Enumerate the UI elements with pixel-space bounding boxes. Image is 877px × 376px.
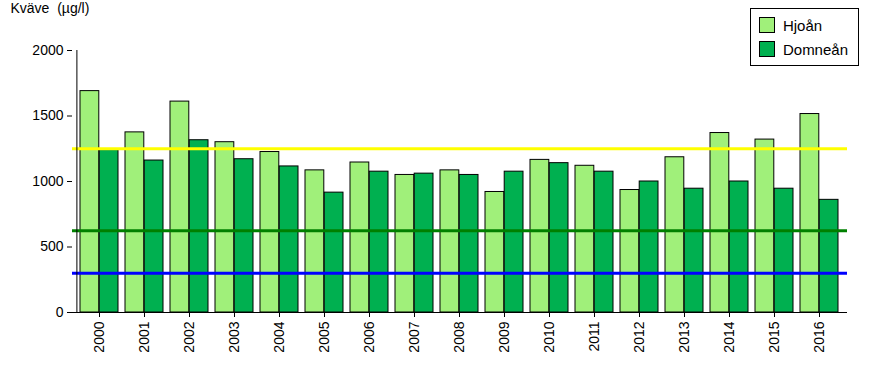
svg-text:2013: 2013: [676, 321, 692, 352]
svg-text:1500: 1500: [32, 107, 63, 123]
svg-text:Kväve (µg/l): Kväve (µg/l): [11, 0, 90, 16]
svg-text:2006: 2006: [361, 321, 377, 352]
svg-text:2003: 2003: [226, 321, 242, 352]
svg-text:2007: 2007: [406, 321, 422, 352]
svg-text:2014: 2014: [721, 321, 737, 352]
svg-text:2001: 2001: [136, 321, 152, 352]
svg-text:1000: 1000: [32, 173, 63, 189]
svg-text:2000: 2000: [91, 321, 107, 352]
svg-text:2012: 2012: [631, 321, 647, 352]
svg-text:2004: 2004: [271, 321, 287, 352]
html-text:Domneån: Domneån: [783, 40, 848, 58]
svg-text:2005: 2005: [316, 321, 332, 352]
html-text:Hjoån: Hjoån: [783, 16, 823, 34]
svg-text:2015: 2015: [766, 321, 782, 352]
svg-text:2016: 2016: [811, 321, 827, 352]
svg-text:0: 0: [56, 304, 64, 320]
svg-text:500: 500: [40, 238, 64, 254]
svg-text:2009: 2009: [496, 321, 512, 352]
svg-text:2000: 2000: [32, 42, 63, 58]
svg-text:2002: 2002: [181, 321, 197, 352]
svg-text:2010: 2010: [541, 321, 557, 352]
svg-text:2011: 2011: [586, 321, 602, 351]
svg-text:2008: 2008: [451, 321, 467, 352]
